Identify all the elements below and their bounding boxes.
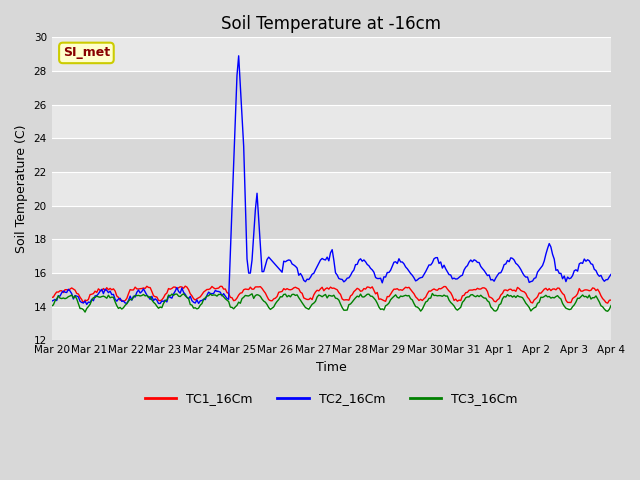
Bar bbox=[52, 71, 611, 105]
TC2_16Cm bbox=[54, 293, 62, 299]
Bar bbox=[52, 105, 611, 138]
TC1_16Cm bbox=[48, 295, 56, 300]
TC1_16Cm bbox=[604, 300, 611, 306]
TC1_16Cm bbox=[54, 289, 62, 295]
Bar bbox=[52, 273, 611, 307]
TC3_16Cm bbox=[607, 303, 615, 309]
TC1_16Cm bbox=[507, 286, 515, 292]
TC3_16Cm bbox=[515, 294, 523, 300]
Bar bbox=[52, 240, 611, 273]
Line: TC2_16Cm: TC2_16Cm bbox=[52, 56, 611, 304]
TC3_16Cm bbox=[48, 303, 56, 309]
TC2_16Cm bbox=[173, 285, 180, 290]
TC2_16Cm bbox=[365, 263, 372, 269]
TC3_16Cm bbox=[173, 291, 180, 297]
TC3_16Cm bbox=[81, 309, 89, 315]
TC3_16Cm bbox=[429, 290, 436, 296]
TC1_16Cm bbox=[607, 297, 615, 303]
TC2_16Cm bbox=[515, 264, 523, 270]
TC1_16Cm bbox=[364, 284, 371, 290]
Bar bbox=[52, 37, 611, 71]
Bar bbox=[52, 206, 611, 240]
Line: TC3_16Cm: TC3_16Cm bbox=[52, 293, 611, 312]
Y-axis label: Soil Temperature (C): Soil Temperature (C) bbox=[15, 125, 28, 253]
TC2_16Cm bbox=[509, 255, 516, 261]
TC3_16Cm bbox=[364, 291, 371, 297]
X-axis label: Time: Time bbox=[316, 361, 347, 374]
Bar bbox=[52, 172, 611, 206]
TC3_16Cm bbox=[509, 294, 516, 300]
TC2_16Cm bbox=[235, 53, 243, 59]
TC1_16Cm bbox=[181, 283, 189, 289]
Legend: TC1_16Cm, TC2_16Cm, TC3_16Cm: TC1_16Cm, TC2_16Cm, TC3_16Cm bbox=[140, 387, 523, 410]
TC1_16Cm bbox=[514, 285, 522, 290]
TC2_16Cm bbox=[83, 301, 91, 307]
TC2_16Cm bbox=[48, 298, 56, 304]
TC1_16Cm bbox=[172, 284, 179, 290]
Text: SI_met: SI_met bbox=[63, 47, 110, 60]
Bar bbox=[52, 307, 611, 340]
TC3_16Cm bbox=[216, 291, 224, 297]
Title: Soil Temperature at -16cm: Soil Temperature at -16cm bbox=[221, 15, 442, 33]
Line: TC1_16Cm: TC1_16Cm bbox=[52, 286, 611, 303]
TC2_16Cm bbox=[607, 272, 615, 277]
TC3_16Cm bbox=[54, 293, 62, 299]
TC1_16Cm bbox=[216, 284, 224, 289]
TC2_16Cm bbox=[216, 289, 224, 295]
Bar bbox=[52, 138, 611, 172]
